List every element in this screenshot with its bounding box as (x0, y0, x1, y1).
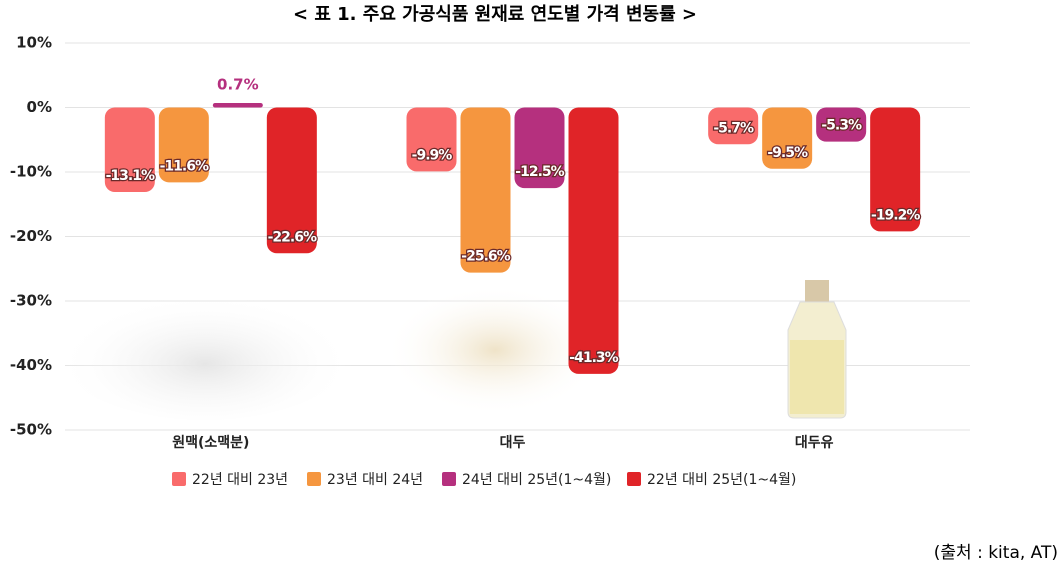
legend-label: 22년 대비 23년 (192, 472, 288, 488)
data-label: -13.1% (106, 168, 155, 184)
bar (212, 102, 263, 108)
legend-swatch (627, 472, 641, 486)
data-label: -19.2% (871, 207, 920, 223)
source-note: (출처 : kita, AT) (934, 543, 1058, 563)
bar (158, 107, 209, 183)
y-tick-label: 10% (16, 34, 52, 52)
y-tick-label: -50% (10, 421, 52, 439)
y-tick-label: -20% (10, 227, 52, 245)
x-tick-label: 대두유 (795, 435, 834, 451)
bar (762, 107, 813, 169)
data-label: -5.7% (713, 120, 754, 136)
data-label: -25.6% (461, 249, 510, 265)
oil-bottle (787, 280, 847, 419)
y-tick-label: -30% (10, 292, 52, 310)
bar (266, 107, 317, 254)
bar (816, 107, 867, 142)
bar (870, 107, 921, 232)
soybean-image (385, 285, 605, 415)
bar (568, 107, 619, 374)
legend-label: 22년 대비 25년(1~4월) (647, 472, 796, 488)
data-label: -5.3% (821, 118, 862, 134)
bar (460, 107, 511, 273)
y-tick-label: -40% (10, 356, 52, 374)
legend-swatch (307, 472, 321, 486)
x-tick-label: 원맥(소맥분) (172, 434, 249, 451)
y-tick-label: -10% (10, 163, 52, 181)
bar (708, 107, 759, 145)
legend-label: 23년 대비 24년 (327, 472, 423, 488)
y-tick-label: 0% (27, 98, 52, 116)
bar (406, 107, 457, 172)
data-label: -11.6% (160, 158, 209, 174)
data-label: -41.3% (569, 350, 618, 366)
flour-image (55, 280, 355, 420)
data-label: -12.5% (515, 164, 564, 180)
legend-swatch (442, 472, 456, 486)
x-tick-label: 대두 (500, 435, 526, 451)
data-label: -9.9% (412, 147, 453, 163)
data-label: 0.7% (217, 75, 259, 93)
legend-label: 24년 대비 25년(1~4월) (462, 472, 611, 488)
chart-title: < 표 1. 주요 가공식품 원재료 연도별 가격 변동률 > (293, 4, 697, 25)
data-label: -9.5% (767, 145, 808, 161)
bar (104, 107, 155, 192)
legend-swatch (172, 472, 186, 486)
bar (514, 107, 565, 189)
data-label: -22.6% (268, 229, 317, 245)
